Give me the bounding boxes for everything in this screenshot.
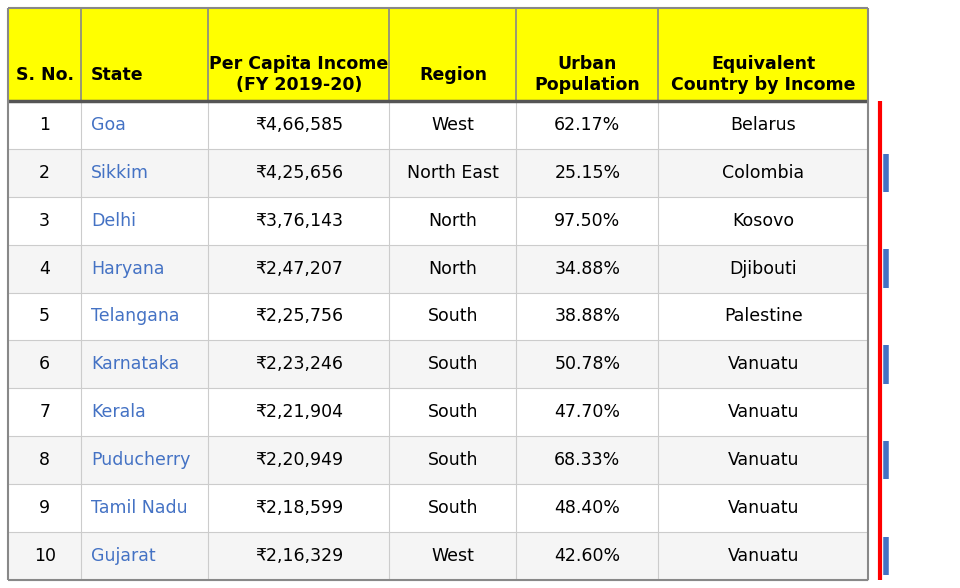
Text: Kosovo: Kosovo — [732, 212, 794, 230]
Bar — [8, 245, 869, 293]
Text: Goa: Goa — [91, 116, 126, 134]
Text: Colombia: Colombia — [722, 163, 804, 182]
Text: 9: 9 — [39, 499, 50, 517]
Bar — [8, 197, 869, 245]
Text: South: South — [427, 451, 478, 469]
Text: North: North — [428, 259, 477, 278]
Text: 4: 4 — [39, 259, 50, 278]
Text: ₹2,47,207: ₹2,47,207 — [255, 259, 343, 278]
Text: 7: 7 — [39, 403, 50, 422]
Text: South: South — [427, 355, 478, 373]
Text: Vanuatu: Vanuatu — [728, 355, 799, 373]
Text: Per Capita Income
(FY 2019-20): Per Capita Income (FY 2019-20) — [209, 55, 389, 94]
Text: 3: 3 — [39, 212, 50, 230]
Bar — [8, 388, 869, 436]
Text: Equivalent
Country by Income: Equivalent Country by Income — [671, 55, 855, 94]
Bar — [8, 101, 869, 149]
Bar — [8, 8, 869, 101]
Text: Delhi: Delhi — [91, 212, 136, 230]
Text: North: North — [428, 212, 477, 230]
Text: South: South — [427, 403, 478, 422]
Bar — [8, 484, 869, 532]
Text: S. No.: S. No. — [15, 66, 74, 84]
Text: 50.78%: 50.78% — [554, 355, 620, 373]
Text: 6: 6 — [39, 355, 50, 373]
Text: 42.60%: 42.60% — [554, 547, 620, 565]
Text: South: South — [427, 499, 478, 517]
Text: Haryana: Haryana — [91, 259, 164, 278]
Text: Belarus: Belarus — [731, 116, 796, 134]
Text: ₹2,21,904: ₹2,21,904 — [255, 403, 343, 422]
Text: 8: 8 — [39, 451, 50, 469]
Text: Telangana: Telangana — [91, 308, 180, 326]
Bar — [8, 293, 869, 340]
Text: Urban
Population: Urban Population — [535, 55, 640, 94]
Text: 97.50%: 97.50% — [554, 212, 620, 230]
Text: 25.15%: 25.15% — [554, 163, 620, 182]
Text: West: West — [431, 116, 474, 134]
Text: Vanuatu: Vanuatu — [728, 499, 799, 517]
Text: Sikkim: Sikkim — [91, 163, 149, 182]
Bar — [8, 340, 869, 388]
Text: ₹2,20,949: ₹2,20,949 — [254, 451, 343, 469]
Text: Gujarat: Gujarat — [91, 547, 156, 565]
Text: ₹3,76,143: ₹3,76,143 — [255, 212, 343, 230]
Text: ₹4,25,656: ₹4,25,656 — [254, 163, 343, 182]
Text: Puducherry: Puducherry — [91, 451, 190, 469]
Text: Djibouti: Djibouti — [730, 259, 797, 278]
Text: State: State — [91, 66, 144, 84]
Text: 34.88%: 34.88% — [554, 259, 620, 278]
Text: 10: 10 — [34, 547, 56, 565]
Text: North East: North East — [407, 163, 499, 182]
Text: ₹2,16,329: ₹2,16,329 — [254, 547, 343, 565]
Text: South: South — [427, 308, 478, 326]
Bar — [8, 532, 869, 580]
Text: Kerala: Kerala — [91, 403, 146, 422]
Text: Region: Region — [419, 66, 487, 84]
Text: 47.70%: 47.70% — [554, 403, 620, 422]
Text: 1: 1 — [39, 116, 50, 134]
Text: ₹4,66,585: ₹4,66,585 — [254, 116, 343, 134]
Text: Vanuatu: Vanuatu — [728, 403, 799, 422]
Bar — [8, 436, 869, 484]
Text: ₹2,25,756: ₹2,25,756 — [254, 308, 343, 326]
Text: 68.33%: 68.33% — [554, 451, 620, 469]
Bar — [8, 149, 869, 197]
Text: 48.40%: 48.40% — [554, 499, 620, 517]
Text: Vanuatu: Vanuatu — [728, 547, 799, 565]
Text: ₹2,18,599: ₹2,18,599 — [254, 499, 343, 517]
Text: 2: 2 — [39, 163, 50, 182]
Text: Vanuatu: Vanuatu — [728, 451, 799, 469]
Text: Tamil Nadu: Tamil Nadu — [91, 499, 187, 517]
Text: 38.88%: 38.88% — [554, 308, 620, 326]
Text: Palestine: Palestine — [724, 308, 803, 326]
Text: 62.17%: 62.17% — [554, 116, 620, 134]
Text: 5: 5 — [39, 308, 50, 326]
Text: ₹2,23,246: ₹2,23,246 — [255, 355, 343, 373]
Text: West: West — [431, 547, 474, 565]
Text: Karnataka: Karnataka — [91, 355, 180, 373]
